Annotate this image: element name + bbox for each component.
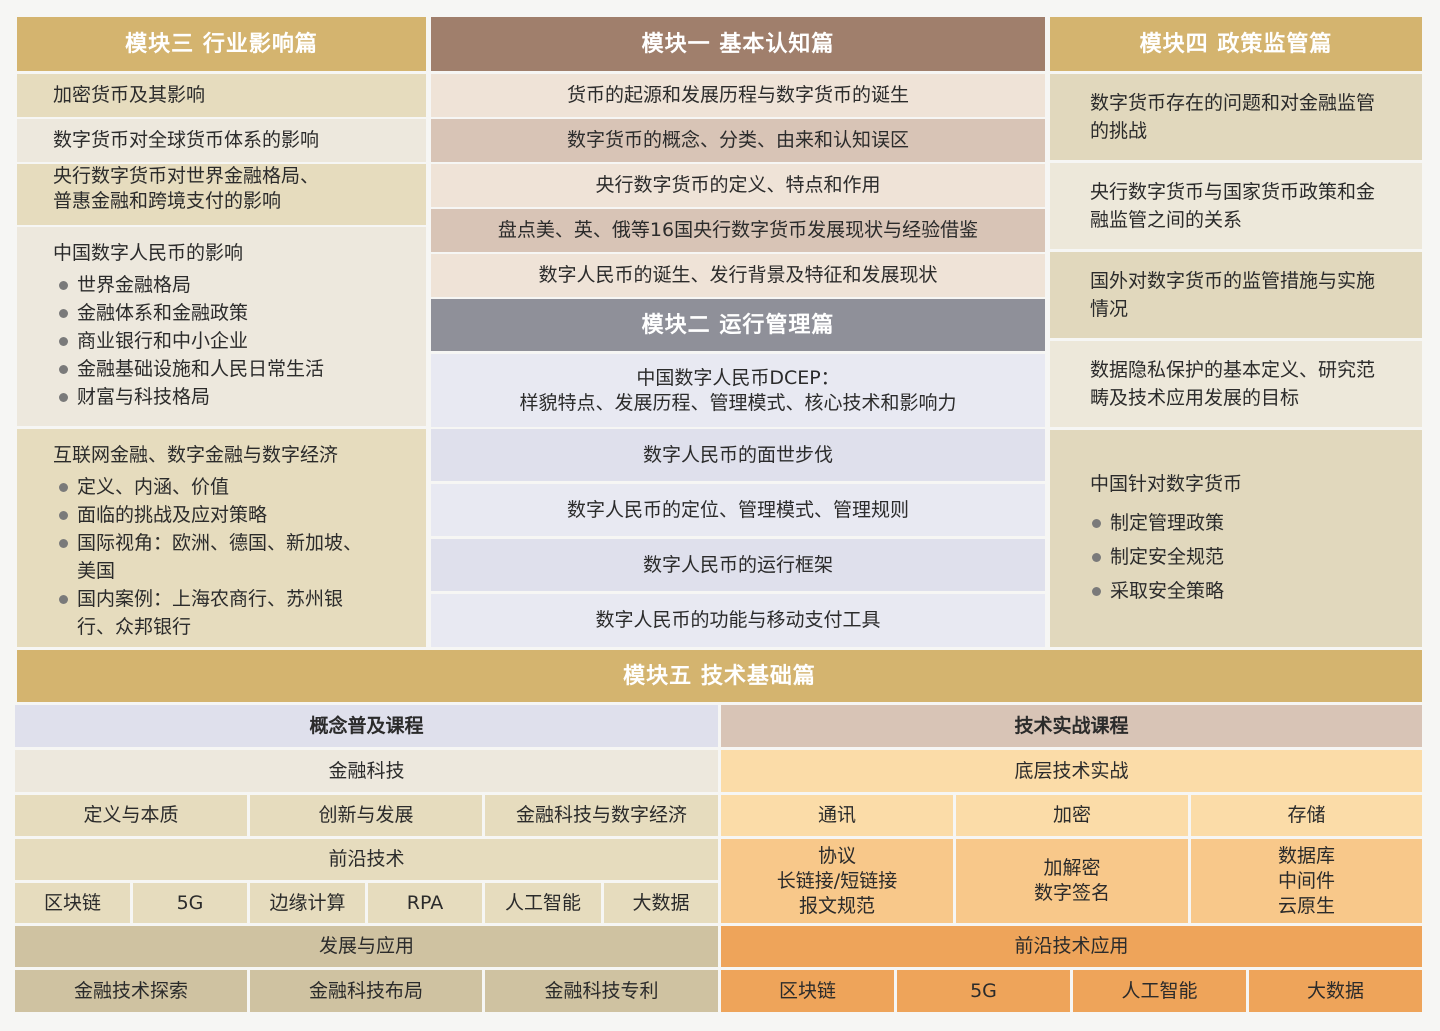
frontier-header: 前沿技术 (15, 839, 718, 880)
module2-item: 数字人民币的面世步伐 (431, 429, 1045, 481)
module3-item: 加密货币及其影响 (17, 74, 426, 117)
bullet-item: 世界金融格局 (57, 271, 406, 299)
module4-item: 央行数字货币与国家货币政策和金融监管之间的关系 (1050, 163, 1422, 249)
module2-item: 中国数字人民币DCEP： 样貌特点、发展历程、管理模式、核心技术和影响力 (431, 354, 1045, 427)
module2-item-line1: 中国数字人民币DCEP： (636, 366, 840, 389)
bullet-item: 金融体系和金融政策 (57, 299, 406, 327)
frontier-app-item: 人工智能 (1073, 970, 1246, 1012)
module2-item: 数字人民币的定位、管理模式、管理规则 (431, 484, 1045, 536)
module3-header: 模块三 行业影响篇 (17, 17, 426, 71)
module3-block-impact: 中国数字人民币的影响 世界金融格局 金融体系和金融政策 商业银行和中小企业 金融… (17, 227, 426, 426)
module2-item-line2: 样貌特点、发展历程、管理模式、核心技术和影响力 (519, 391, 957, 414)
module4-item: 国外对数字货币的监管措施与实施情况 (1050, 252, 1422, 338)
fintech-item: 金融科技与数字经济 (485, 795, 718, 836)
comm-detail: 协议 长链接/短链接 报文规范 (721, 839, 953, 923)
module3-item: 数字货币对全球货币体系的影响 (17, 119, 426, 162)
frontier-app-item: 大数据 (1249, 970, 1422, 1012)
module2-item: 数字人民币的运行框架 (431, 539, 1045, 591)
block-title: 中国数字人民币的影响 (53, 242, 244, 264)
crypto-detail: 加解密 数字签名 (956, 839, 1188, 923)
frontier-item: 区块链 (15, 883, 130, 923)
module1-item: 数字人民币的诞生、发行背景及特征和发展现状 (431, 254, 1045, 297)
module1-item: 盘点美、英、俄等16国央行数字货币发展现状与经验借鉴 (431, 209, 1045, 252)
frontier-item: 边缘计算 (250, 883, 365, 923)
development-header: 发展与应用 (15, 926, 718, 967)
bullet-item: 制定安全规范 (1090, 540, 1242, 574)
module1-header: 模块一 基本认知篇 (431, 17, 1045, 71)
module3-item-line2: 普惠金融和跨境支付的影响 (53, 190, 282, 212)
concept-course-header: 概念普及课程 (15, 705, 718, 747)
module1-item: 央行数字货币的定义、特点和作用 (431, 164, 1045, 207)
bullet-list: 制定管理政策 制定安全规范 采取安全策略 (1090, 506, 1242, 608)
bullet-item: 面临的挑战及应对策略 (57, 501, 376, 529)
module2-header: 模块二 运行管理篇 (431, 299, 1045, 351)
fintech-item: 创新与发展 (250, 795, 482, 836)
module4-item: 数据隐私保护的基本定义、研究范畴及技术应用发展的目标 (1050, 341, 1422, 427)
development-item: 金融科技专利 (485, 970, 718, 1012)
module2-item: 数字人民币的功能与移动支付工具 (431, 594, 1045, 647)
frontier-app-header: 前沿技术应用 (721, 926, 1422, 967)
detail-line: 数据库 (1277, 844, 1335, 867)
bullet-item: 定义、内涵、价值 (57, 473, 376, 501)
bullet-item: 商业银行和中小企业 (57, 327, 406, 355)
bullet-item: 国际视角：欧洲、德国、新加坡、美国 (57, 529, 376, 585)
bullet-item: 制定管理政策 (1090, 506, 1242, 540)
block-title: 中国针对数字货币 (1090, 472, 1243, 495)
base-tech-header: 底层技术实战 (721, 750, 1422, 792)
development-item: 金融科技布局 (250, 970, 482, 1012)
module3-item-line1: 央行数字货币对世界金融格局、 (53, 165, 320, 187)
block-title: 互联网金融、数字金融与数字经济 (53, 444, 339, 466)
fintech-item: 定义与本质 (15, 795, 247, 836)
frontier-app-item: 5G (897, 970, 1070, 1012)
storage-detail: 数据库 中间件 云原生 (1191, 839, 1422, 923)
module1-item: 货币的起源和发展历程与数字货币的诞生 (431, 74, 1045, 117)
frontier-item: 大数据 (604, 883, 718, 923)
frontier-app-item: 区块链 (721, 970, 894, 1012)
module4-item: 数字货币存在的问题和对金融监管的挑战 (1050, 74, 1422, 160)
module5-header: 模块五 技术基础篇 (17, 650, 1422, 702)
module1-item: 数字货币的概念、分类、由来和认知误区 (431, 119, 1045, 162)
module3-block-internet: 互联网金融、数字金融与数字经济 定义、内涵、价值 面临的挑战及应对策略 国际视角… (17, 429, 426, 647)
bullet-item: 金融基础设施和人民日常生活 (57, 355, 406, 383)
development-item: 金融技术探索 (15, 970, 247, 1012)
frontier-item: RPA (368, 883, 482, 923)
bullet-list: 世界金融格局 金融体系和金融政策 商业银行和中小企业 金融基础设施和人民日常生活… (53, 271, 406, 411)
module3-item: 央行数字货币对世界金融格局、 普惠金融和跨境支付的影响 (17, 164, 426, 225)
frontier-item: 人工智能 (485, 883, 601, 923)
frontier-item: 5G (133, 883, 247, 923)
fintech-header: 金融科技 (15, 750, 718, 792)
module4-header: 模块四 政策监管篇 (1050, 17, 1422, 71)
practice-course-header: 技术实战课程 (721, 705, 1422, 747)
bullet-list: 定义、内涵、价值 面临的挑战及应对策略 国际视角：欧洲、德国、新加坡、美国 国内… (53, 473, 376, 641)
detail-line: 协议 (817, 844, 856, 867)
detail-line: 加解密 (1043, 857, 1101, 879)
bullet-item: 采取安全策略 (1090, 574, 1242, 608)
detail-line: 数字签名 (1033, 882, 1110, 904)
detail-line: 中间件 (1277, 869, 1335, 892)
module4-block-china: 中国针对数字货币 制定管理政策 制定安全规范 采取安全策略 (1050, 430, 1422, 647)
base-tech-item: 通讯 (721, 795, 953, 836)
detail-line: 云原生 (1277, 894, 1335, 917)
bullet-item: 财富与科技格局 (57, 383, 406, 411)
detail-line: 长链接/短链接 (776, 869, 898, 892)
base-tech-item: 加密 (956, 795, 1188, 836)
bullet-item: 国内案例：上海农商行、苏州银行、众邦银行 (57, 585, 376, 641)
detail-line: 报文规范 (798, 894, 875, 917)
base-tech-item: 存储 (1191, 795, 1422, 836)
